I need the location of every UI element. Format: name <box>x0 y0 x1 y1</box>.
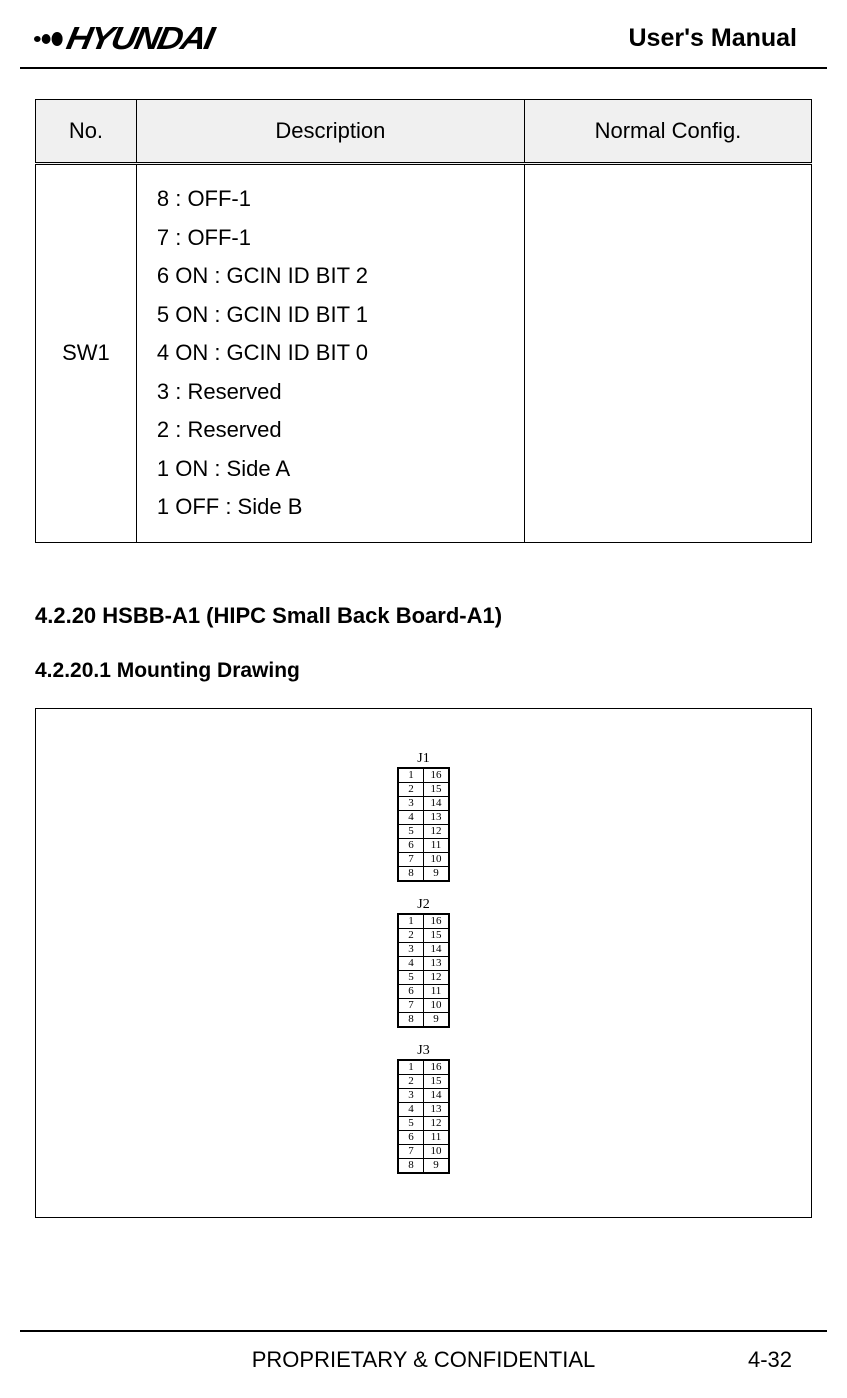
pin-cell: 13 <box>424 957 449 971</box>
brand-logo: HYUNDAI <box>32 20 212 57</box>
pin-cell: 2 <box>399 783 424 797</box>
pin-cell: 1 <box>399 915 424 929</box>
table-cell-normal <box>524 164 811 543</box>
table-row: SW1 8 : OFF-1 7 : OFF-1 6 ON : GCIN ID B… <box>36 164 812 543</box>
mounting-drawing: J1 116 215 314 413 512 611 710 89 J2 116 <box>35 708 812 1218</box>
pin-cell: 14 <box>424 1089 449 1103</box>
config-table: No. Description Normal Config. SW1 8 : O… <box>35 99 812 543</box>
desc-line: 2 : Reserved <box>157 411 504 450</box>
pin-cell: 14 <box>424 943 449 957</box>
pin-cell: 7 <box>399 1145 424 1159</box>
pin-cell: 4 <box>399 1103 424 1117</box>
pin-cell: 7 <box>399 853 424 867</box>
pin-cell: 6 <box>399 839 424 853</box>
pin-cell: 3 <box>399 797 424 811</box>
pin-cell: 10 <box>424 1145 449 1159</box>
desc-line: 1 ON : Side A <box>157 450 504 489</box>
pin-cell: 12 <box>424 1117 449 1131</box>
desc-line: 3 : Reserved <box>157 373 504 412</box>
connector-j3: J3 116 215 314 413 512 611 710 89 <box>397 1043 450 1174</box>
pin-cell: 5 <box>399 1117 424 1131</box>
pin-cell: 9 <box>424 867 449 881</box>
desc-line: 4 ON : GCIN ID BIT 0 <box>157 334 504 373</box>
pin-cell: 4 <box>399 957 424 971</box>
pin-cell: 6 <box>399 1131 424 1145</box>
pin-cell: 13 <box>424 811 449 825</box>
pin-cell: 14 <box>424 797 449 811</box>
pin-cell: 15 <box>424 929 449 943</box>
connector-j1: J1 116 215 314 413 512 611 710 89 <box>397 751 450 882</box>
pin-cell: 11 <box>424 839 449 853</box>
pin-cell: 4 <box>399 811 424 825</box>
pin-cell: 3 <box>399 1089 424 1103</box>
pin-cell: 5 <box>399 971 424 985</box>
pin-cell: 16 <box>424 769 449 783</box>
connector-j2: J2 116 215 314 413 512 611 710 89 <box>397 897 450 1028</box>
connector-label: J3 <box>417 1043 429 1059</box>
table-header-desc: Description <box>136 100 524 164</box>
logo-dots-icon <box>32 29 65 49</box>
desc-line: 8 : OFF-1 <box>157 180 504 219</box>
pin-cell: 8 <box>399 1159 424 1173</box>
pin-cell: 9 <box>424 1013 449 1027</box>
pin-cell: 15 <box>424 783 449 797</box>
desc-line: 7 : OFF-1 <box>157 219 504 258</box>
pin-cell: 16 <box>424 915 449 929</box>
table-header-normal: Normal Config. <box>524 100 811 164</box>
pin-cell: 11 <box>424 985 449 999</box>
pin-cell: 7 <box>399 999 424 1013</box>
desc-line: 5 ON : GCIN ID BIT 1 <box>157 296 504 335</box>
pin-cell: 1 <box>399 769 424 783</box>
pin-cell: 2 <box>399 1075 424 1089</box>
pin-cell: 5 <box>399 825 424 839</box>
page-footer: PROPRIETARY & CONFIDENTIAL 4-32 <box>20 1330 827 1373</box>
desc-line: 6 ON : GCIN ID BIT 2 <box>157 257 504 296</box>
brand-name: HYUNDAI <box>63 20 215 57</box>
section-title: 4.2.20 HSBB-A1 (HIPC Small Back Board-A1… <box>35 603 812 629</box>
subsection-title: 4.2.20.1 Mounting Drawing <box>35 659 812 683</box>
footer-page-number: 4-32 <box>748 1347 792 1373</box>
pin-cell: 6 <box>399 985 424 999</box>
pin-cell: 10 <box>424 999 449 1013</box>
header-title: User's Manual <box>628 24 797 53</box>
connector-label: J1 <box>417 751 429 767</box>
pin-cell: 3 <box>399 943 424 957</box>
table-cell-desc: 8 : OFF-1 7 : OFF-1 6 ON : GCIN ID BIT 2… <box>136 164 524 543</box>
table-header-no: No. <box>36 100 137 164</box>
pin-cell: 10 <box>424 853 449 867</box>
pin-cell: 1 <box>399 1061 424 1075</box>
pin-cell: 11 <box>424 1131 449 1145</box>
table-cell-no: SW1 <box>36 164 137 543</box>
footer-text: PROPRIETARY & CONFIDENTIAL <box>20 1347 827 1373</box>
pin-cell: 2 <box>399 929 424 943</box>
connector-label: J2 <box>417 897 429 913</box>
pin-cell: 16 <box>424 1061 449 1075</box>
desc-line: 1 OFF : Side B <box>157 488 504 527</box>
pin-cell: 15 <box>424 1075 449 1089</box>
pin-cell: 12 <box>424 971 449 985</box>
pin-cell: 12 <box>424 825 449 839</box>
pin-cell: 13 <box>424 1103 449 1117</box>
pin-cell: 9 <box>424 1159 449 1173</box>
page-header: HYUNDAI User's Manual <box>20 0 827 69</box>
page-content: No. Description Normal Config. SW1 8 : O… <box>0 69 847 1218</box>
pin-cell: 8 <box>399 867 424 881</box>
pin-cell: 8 <box>399 1013 424 1027</box>
